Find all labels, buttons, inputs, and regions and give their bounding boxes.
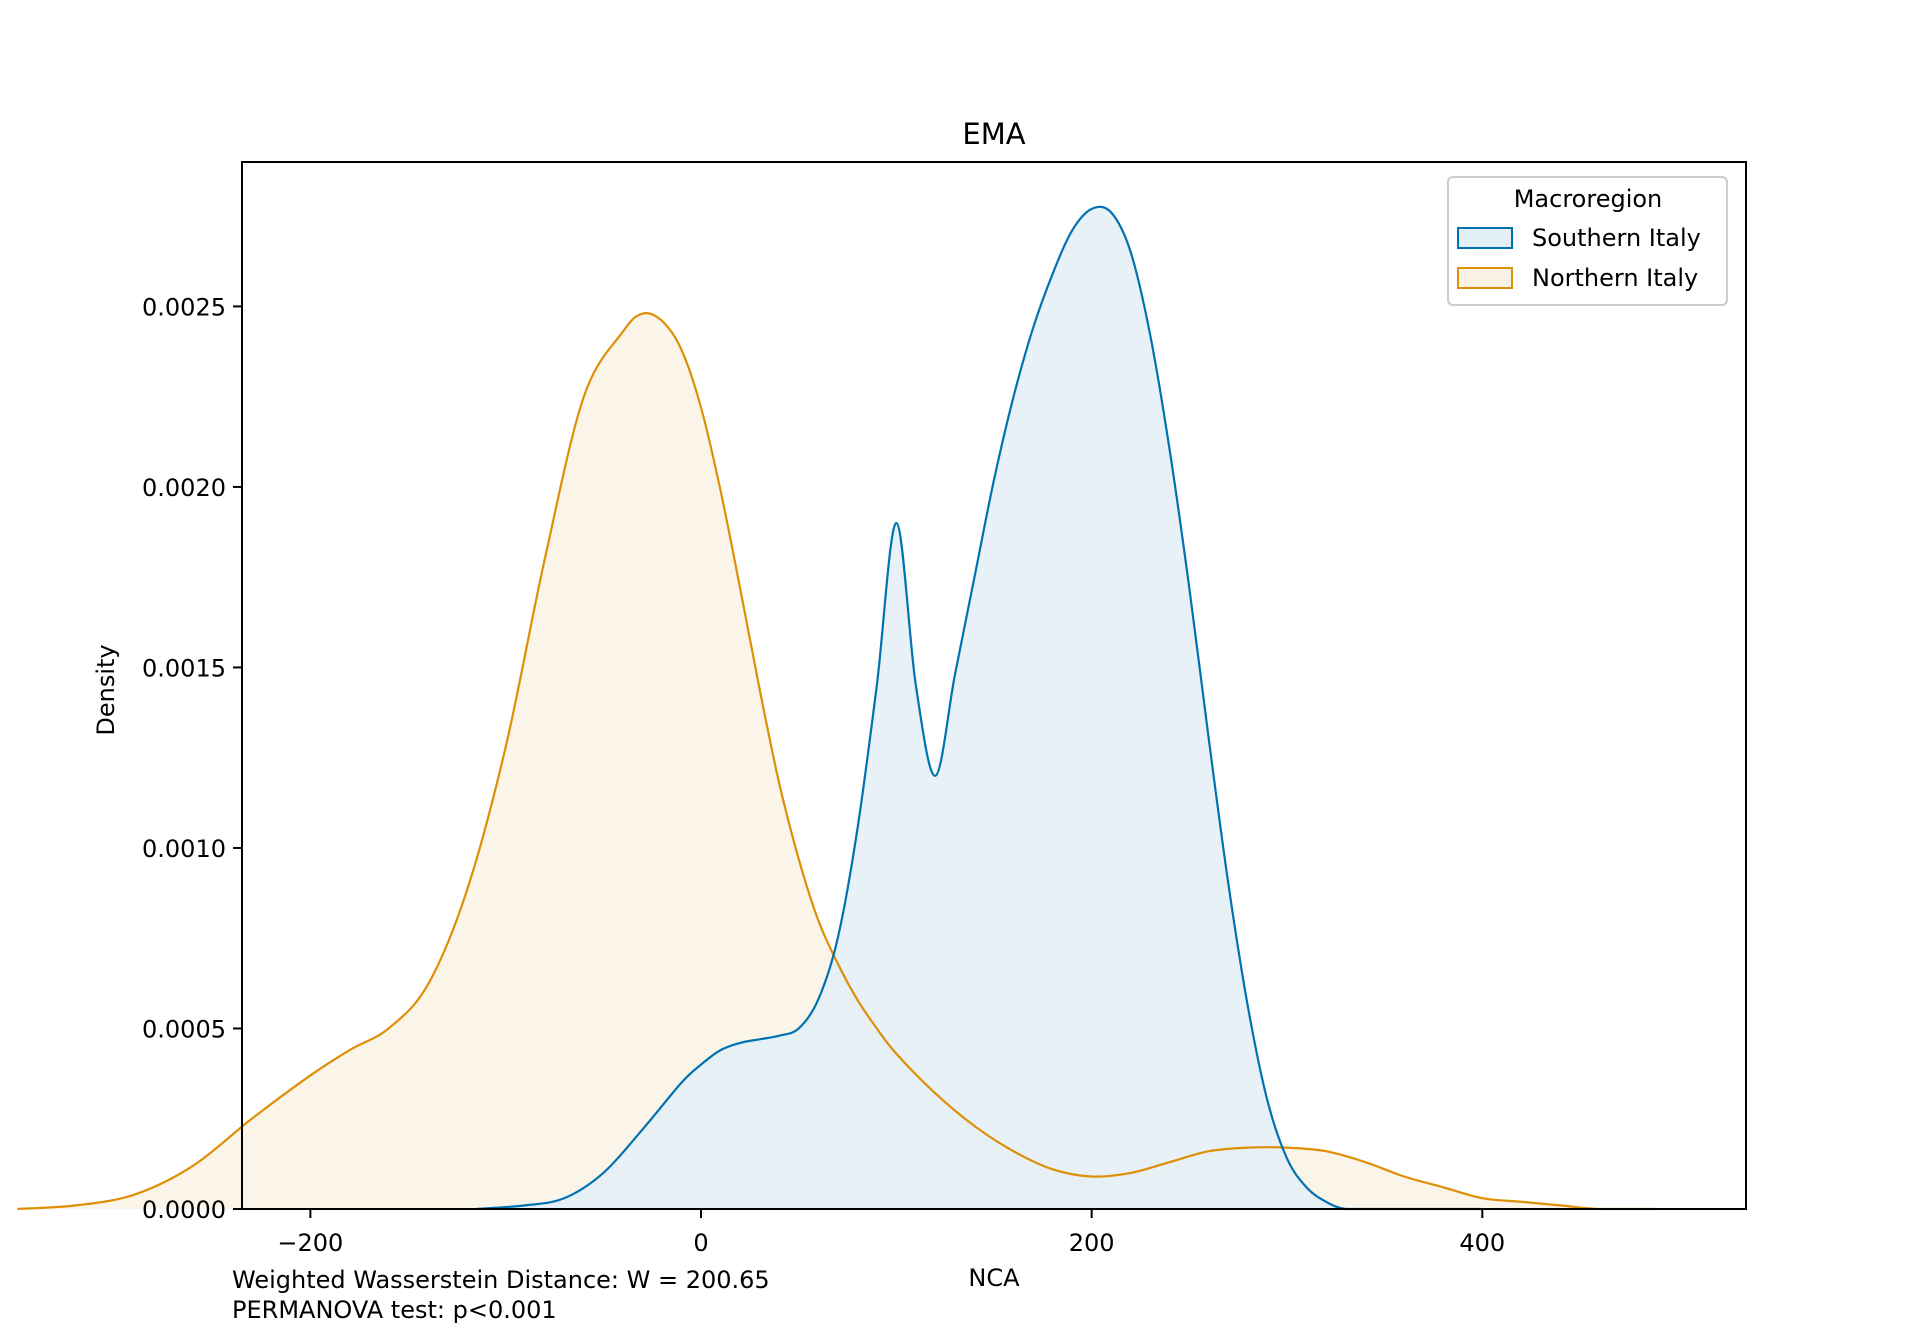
y-axis-label: Density xyxy=(92,644,120,735)
legend-swatch-northern-italy xyxy=(1457,267,1513,289)
y-tick-label: 0.0025 xyxy=(142,293,226,321)
y-tick-label: 0.0000 xyxy=(142,1196,226,1224)
density-line-southern-italy xyxy=(476,205,1483,1211)
legend-label-southern-italy: Southern Italy xyxy=(1532,224,1701,252)
legend-title: Macroregion xyxy=(1514,185,1663,213)
x-axis-ticks: −200 0 200 400 xyxy=(277,1209,1505,1257)
x-tick-label: 200 xyxy=(1069,1229,1115,1257)
y-tick-label: 0.0015 xyxy=(142,654,226,682)
y-tick-label: 0.0005 xyxy=(142,1015,226,1043)
plot-frame xyxy=(241,161,1747,1210)
series-lines xyxy=(17,205,1659,1211)
chart-title: EMA xyxy=(962,117,1025,151)
legend: Macroregion Southern Italy Northern Ital… xyxy=(1447,176,1728,306)
x-tick-label: 0 xyxy=(693,1229,708,1257)
y-tick-label: 0.0020 xyxy=(142,474,226,502)
x-axis-label: NCA xyxy=(968,1264,1020,1292)
legend-label-northern-italy: Northern Italy xyxy=(1532,264,1698,292)
density-fill-southern-italy xyxy=(476,206,1483,1210)
legend-swatch-southern-italy xyxy=(1457,227,1513,249)
x-tick-label: 400 xyxy=(1459,1229,1505,1257)
density-line-northern-italy xyxy=(17,312,1659,1211)
legend-frame xyxy=(1447,176,1728,306)
series-fills xyxy=(17,206,1659,1210)
permanova-annotation: PERMANOVA test: p<0.001 xyxy=(232,1296,557,1324)
wasserstein-annotation: Weighted Wasserstein Distance: W = 200.6… xyxy=(232,1266,770,1294)
x-tick-label: −200 xyxy=(277,1229,343,1257)
y-tick-label: 0.0010 xyxy=(142,835,226,863)
y-axis-ticks: 0.0000 0.0005 0.0010 0.0015 0.0020 0.0025 xyxy=(142,293,242,1224)
